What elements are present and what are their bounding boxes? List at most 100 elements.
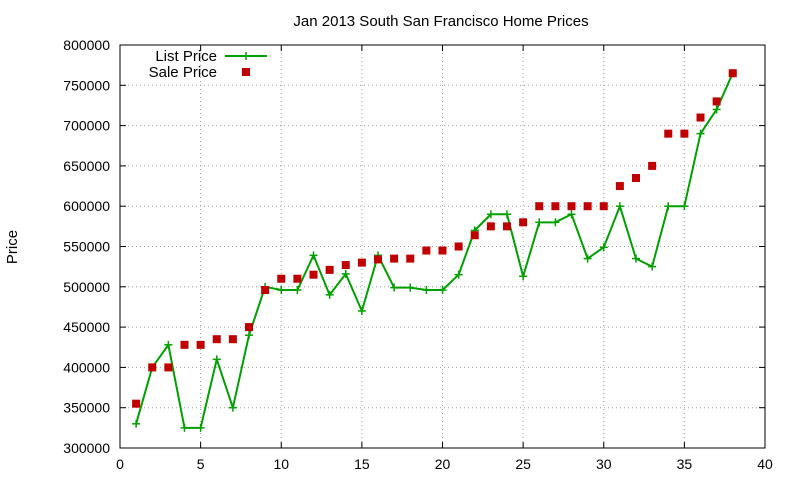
data-point-sale-price bbox=[148, 363, 157, 372]
data-point-list-price bbox=[503, 210, 511, 219]
y-axis-label: Price bbox=[4, 230, 21, 264]
data-point-list-price bbox=[293, 286, 302, 295]
data-point-sale-price bbox=[680, 129, 689, 138]
data-point-list-price bbox=[680, 202, 689, 211]
data-point-sale-price bbox=[567, 202, 576, 211]
data-point-list-price bbox=[454, 270, 463, 279]
data-point-sale-price bbox=[648, 161, 657, 170]
x-tick-label: 5 bbox=[197, 456, 205, 472]
x-tick-label: 10 bbox=[273, 456, 289, 472]
y-tick-label: 500000 bbox=[63, 279, 110, 295]
x-tick-label: 15 bbox=[354, 456, 370, 472]
legend-label-list-price: List Price bbox=[155, 48, 217, 65]
legend-square-sample bbox=[242, 68, 250, 76]
data-point-list-price bbox=[164, 340, 173, 349]
data-point-sale-price bbox=[277, 274, 286, 283]
data-point-list-price bbox=[583, 254, 592, 263]
data-point-sale-price bbox=[535, 202, 544, 211]
x-tick-label: 35 bbox=[677, 456, 693, 472]
data-point-sale-price bbox=[728, 69, 737, 78]
data-point-sale-price bbox=[454, 242, 463, 251]
data-point-sale-price bbox=[164, 363, 173, 372]
data-point-list-price bbox=[341, 269, 350, 278]
data-point-sale-price bbox=[632, 173, 640, 182]
tick-labels: 0 5 10 15 20 25 30 35 40 300000 350000 400000 450000… bbox=[63, 37, 773, 472]
data-point-sale-price bbox=[422, 246, 431, 255]
data-point-sale-price bbox=[470, 231, 479, 240]
data-point-list-price bbox=[615, 202, 624, 211]
data-point-list-price bbox=[712, 105, 721, 114]
y-tick-label: 550000 bbox=[63, 239, 110, 255]
data-point-list-price bbox=[277, 286, 286, 295]
data-point-list-price bbox=[438, 286, 447, 295]
data-point-sale-price bbox=[309, 270, 318, 279]
y-tick-label: 700000 bbox=[63, 118, 110, 134]
data-point-sale-price bbox=[325, 265, 334, 274]
data-point-list-price bbox=[422, 286, 431, 295]
data-point-list-price bbox=[535, 218, 544, 227]
series-line-list-price bbox=[135, 72, 734, 429]
y-tick-label: 350000 bbox=[63, 400, 110, 416]
y-tick-label: 800000 bbox=[63, 37, 110, 53]
data-point-list-price bbox=[212, 355, 221, 364]
data-point-sale-price bbox=[438, 246, 447, 255]
data-point-sale-price bbox=[228, 335, 237, 344]
data-point-sale-price bbox=[712, 97, 721, 106]
data-point-list-price bbox=[664, 202, 673, 211]
data-point-sale-price bbox=[341, 261, 350, 270]
data-point-sale-price bbox=[245, 323, 253, 332]
x-tick-label: 25 bbox=[515, 456, 531, 472]
data-point-sale-price bbox=[374, 255, 382, 264]
y-tick-label: 450000 bbox=[63, 319, 110, 335]
y-tick-label: 750000 bbox=[63, 77, 110, 93]
data-point-sale-price bbox=[486, 222, 495, 231]
data-point-sale-price bbox=[357, 258, 366, 267]
legend: List Price Sale Price bbox=[149, 48, 267, 81]
data-point-sale-price bbox=[196, 340, 205, 349]
data-point-list-price bbox=[519, 272, 528, 281]
data-point-list-price bbox=[132, 419, 141, 428]
data-point-sale-price bbox=[390, 254, 399, 263]
legend-cross-sample bbox=[242, 52, 250, 60]
data-point-list-price bbox=[196, 423, 205, 432]
y-tick-label: 300000 bbox=[63, 440, 110, 456]
legend-marker-sale-price bbox=[242, 68, 250, 76]
data-point-list-price bbox=[309, 251, 318, 260]
data-point-list-price bbox=[648, 262, 657, 271]
x-tick-label: 40 bbox=[757, 456, 773, 472]
x-tick-label: 0 bbox=[116, 456, 124, 472]
series-sale-price bbox=[132, 69, 737, 408]
series-layer bbox=[132, 69, 737, 432]
data-point-list-price bbox=[632, 254, 640, 263]
series-list-price bbox=[132, 69, 737, 432]
data-point-sale-price bbox=[503, 222, 511, 231]
data-point-list-price bbox=[325, 290, 334, 299]
grid bbox=[120, 45, 765, 448]
data-point-sale-price bbox=[551, 202, 560, 211]
data-point-sale-price bbox=[406, 254, 415, 263]
data-point-list-price bbox=[390, 283, 399, 292]
chart-title: Jan 2013 South San Francisco Home Prices bbox=[293, 13, 588, 30]
data-point-sale-price bbox=[696, 113, 705, 122]
legend-marker-list-price bbox=[225, 52, 267, 60]
y-tick-label: 600000 bbox=[63, 198, 110, 214]
data-point-sale-price bbox=[583, 202, 592, 211]
data-point-sale-price bbox=[132, 399, 141, 408]
data-point-list-price bbox=[696, 129, 705, 138]
data-point-list-price bbox=[228, 403, 237, 412]
y-tick-label: 650000 bbox=[63, 158, 110, 174]
data-point-sale-price bbox=[180, 340, 189, 349]
data-point-list-price bbox=[406, 283, 415, 292]
data-point-sale-price bbox=[519, 218, 528, 227]
data-point-sale-price bbox=[293, 274, 302, 283]
data-point-sale-price bbox=[599, 202, 608, 211]
data-point-list-price bbox=[180, 423, 189, 432]
data-point-sale-price bbox=[615, 182, 624, 191]
data-point-sale-price bbox=[664, 129, 673, 138]
data-point-list-price bbox=[486, 210, 495, 219]
data-point-list-price bbox=[551, 218, 560, 227]
data-point-sale-price bbox=[212, 335, 221, 344]
y-tick-label: 400000 bbox=[63, 359, 110, 375]
data-point-sale-price bbox=[261, 286, 270, 295]
